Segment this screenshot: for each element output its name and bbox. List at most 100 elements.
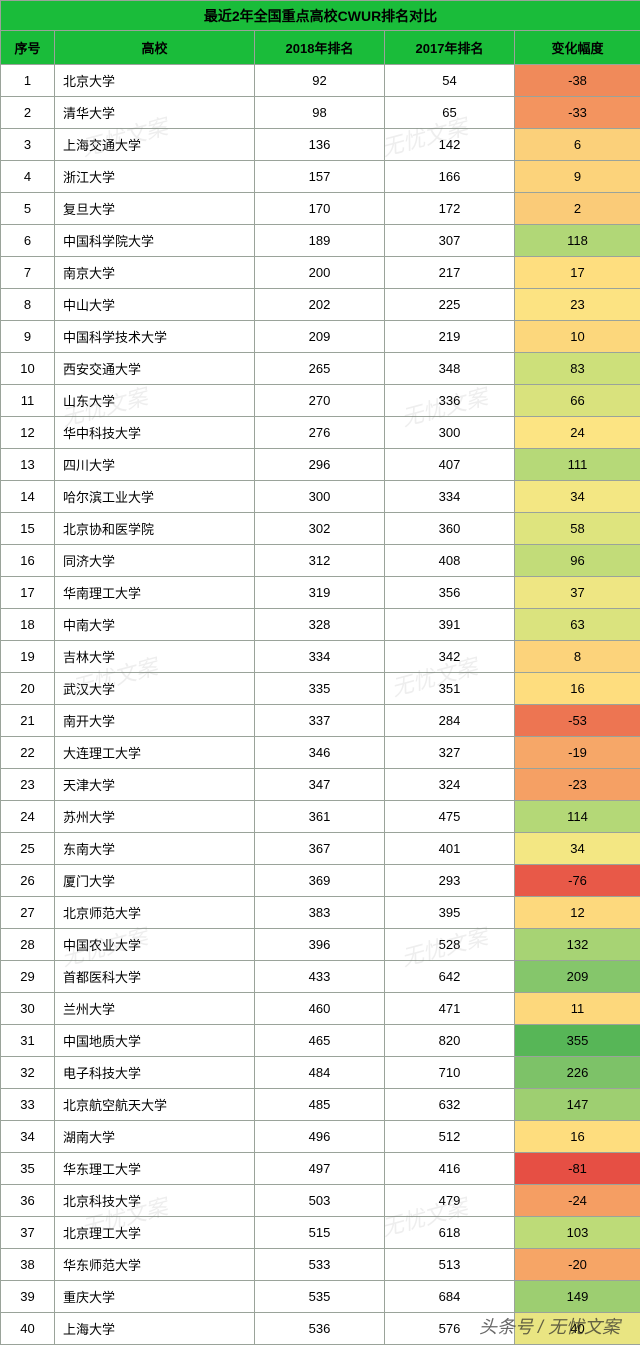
cell-rank-2018: 189 (255, 225, 385, 257)
cell-change: 9 (515, 161, 640, 193)
cell-name: 北京航空航天大学 (55, 1089, 255, 1121)
table-row: 38华东师范大学533513-20 (1, 1249, 640, 1281)
table-row: 26厦门大学369293-76 (1, 865, 640, 897)
cell-rank-2017: 342 (385, 641, 515, 673)
cell-name: 北京协和医学院 (55, 513, 255, 545)
cell-index: 1 (1, 65, 55, 97)
cell-index: 36 (1, 1185, 55, 1217)
cell-rank-2017: 284 (385, 705, 515, 737)
table-row: 35华东理工大学497416-81 (1, 1153, 640, 1185)
cell-index: 24 (1, 801, 55, 833)
table-row: 8中山大学20222523 (1, 289, 640, 321)
cell-rank-2017: 324 (385, 769, 515, 801)
cell-name: 中山大学 (55, 289, 255, 321)
cell-index: 10 (1, 353, 55, 385)
table-row: 40上海大学53657640 (1, 1313, 640, 1345)
cell-rank-2017: 360 (385, 513, 515, 545)
cell-rank-2018: 497 (255, 1153, 385, 1185)
cell-index: 4 (1, 161, 55, 193)
table-row: 39重庆大学535684149 (1, 1281, 640, 1313)
table-row: 23天津大学347324-23 (1, 769, 640, 801)
cell-rank-2017: 219 (385, 321, 515, 353)
cell-name: 华东理工大学 (55, 1153, 255, 1185)
cell-rank-2017: 407 (385, 449, 515, 481)
cell-name: 山东大学 (55, 385, 255, 417)
table-row: 16同济大学31240896 (1, 545, 640, 577)
cell-rank-2017: 172 (385, 193, 515, 225)
table-row: 25东南大学36740134 (1, 833, 640, 865)
cell-change: 12 (515, 897, 640, 929)
cell-rank-2018: 157 (255, 161, 385, 193)
cell-rank-2017: 401 (385, 833, 515, 865)
cell-rank-2018: 312 (255, 545, 385, 577)
cell-name: 兰州大学 (55, 993, 255, 1025)
table-row: 18中南大学32839163 (1, 609, 640, 641)
cell-name: 复旦大学 (55, 193, 255, 225)
cell-change: 2 (515, 193, 640, 225)
cell-rank-2018: 170 (255, 193, 385, 225)
cell-name: 天津大学 (55, 769, 255, 801)
table-row: 36北京科技大学503479-24 (1, 1185, 640, 1217)
cell-rank-2017: 408 (385, 545, 515, 577)
cell-change: 16 (515, 1121, 640, 1153)
cell-name: 重庆大学 (55, 1281, 255, 1313)
cell-change: -19 (515, 737, 640, 769)
table-row: 31中国地质大学465820355 (1, 1025, 640, 1057)
cell-rank-2017: 54 (385, 65, 515, 97)
cell-change: 103 (515, 1217, 640, 1249)
cell-change: 96 (515, 545, 640, 577)
cell-rank-2018: 346 (255, 737, 385, 769)
cell-rank-2017: 300 (385, 417, 515, 449)
cell-rank-2018: 533 (255, 1249, 385, 1281)
cell-rank-2018: 485 (255, 1089, 385, 1121)
cell-rank-2018: 328 (255, 609, 385, 641)
cell-change: -38 (515, 65, 640, 97)
table-row: 1北京大学9254-38 (1, 65, 640, 97)
cell-rank-2017: 142 (385, 129, 515, 161)
table-row: 34湖南大学49651216 (1, 1121, 640, 1153)
cell-change: 10 (515, 321, 640, 353)
cell-name: 中国科学院大学 (55, 225, 255, 257)
cell-name: 南京大学 (55, 257, 255, 289)
col-header-2018: 2018年排名 (255, 31, 385, 65)
col-header-change: 变化幅度 (515, 31, 640, 65)
cell-index: 16 (1, 545, 55, 577)
cell-index: 2 (1, 97, 55, 129)
cell-name: 哈尔滨工业大学 (55, 481, 255, 513)
cell-index: 5 (1, 193, 55, 225)
cell-rank-2017: 293 (385, 865, 515, 897)
cell-index: 17 (1, 577, 55, 609)
cell-name: 南开大学 (55, 705, 255, 737)
cell-index: 35 (1, 1153, 55, 1185)
cell-rank-2017: 513 (385, 1249, 515, 1281)
table-row: 14哈尔滨工业大学30033434 (1, 481, 640, 513)
table-row: 19吉林大学3343428 (1, 641, 640, 673)
table-row: 2清华大学9865-33 (1, 97, 640, 129)
cell-index: 25 (1, 833, 55, 865)
cell-rank-2018: 136 (255, 129, 385, 161)
table-body: 1北京大学9254-382清华大学9865-333上海交通大学13614264浙… (1, 65, 640, 1345)
cell-rank-2018: 334 (255, 641, 385, 673)
table-row: 33北京航空航天大学485632147 (1, 1089, 640, 1121)
cell-change: 16 (515, 673, 640, 705)
cell-rank-2017: 327 (385, 737, 515, 769)
cell-rank-2017: 166 (385, 161, 515, 193)
cell-index: 12 (1, 417, 55, 449)
cell-index: 27 (1, 897, 55, 929)
cell-change: 132 (515, 929, 640, 961)
cell-rank-2017: 576 (385, 1313, 515, 1345)
table-row: 20武汉大学33535116 (1, 673, 640, 705)
cell-name: 中国农业大学 (55, 929, 255, 961)
cell-change: -24 (515, 1185, 640, 1217)
cell-change: -33 (515, 97, 640, 129)
ranking-table: 最近2年全国重点高校CWUR排名对比 序号 高校 2018年排名 2017年排名… (0, 0, 640, 1345)
table-row: 29首都医科大学433642209 (1, 961, 640, 993)
title-row: 最近2年全国重点高校CWUR排名对比 (1, 1, 640, 31)
cell-rank-2018: 535 (255, 1281, 385, 1313)
cell-rank-2018: 200 (255, 257, 385, 289)
cell-rank-2018: 347 (255, 769, 385, 801)
cell-rank-2017: 65 (385, 97, 515, 129)
cell-change: -53 (515, 705, 640, 737)
cell-change: 111 (515, 449, 640, 481)
cell-index: 31 (1, 1025, 55, 1057)
